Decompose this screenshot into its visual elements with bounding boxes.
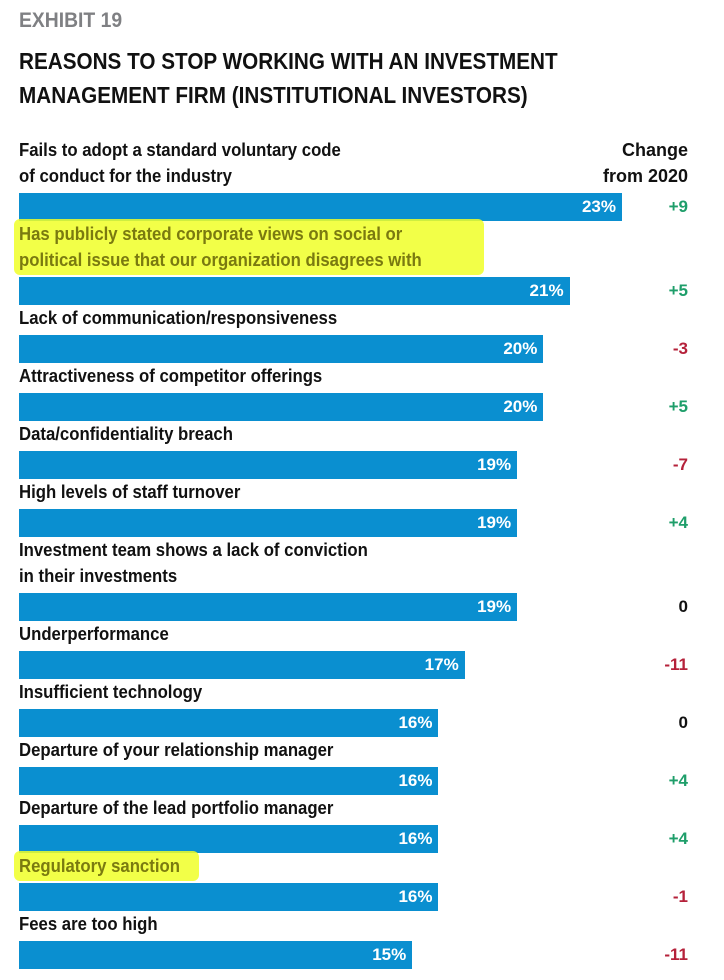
bar-value-label: 17% (424, 655, 459, 674)
change-value: 0 (678, 597, 688, 616)
bar-value-label: 19% (477, 597, 512, 616)
category-label: Data/confidentiality breach (19, 424, 233, 444)
bar-value-label: 21% (529, 281, 564, 300)
change-value: +5 (668, 281, 688, 300)
change-value: +4 (668, 513, 688, 532)
chart-title: REASONS TO STOP WORKING WITH AN INVESTME… (19, 44, 558, 112)
bar: 16% (19, 709, 439, 737)
bar-value-label: 16% (398, 771, 433, 790)
change-value: +4 (668, 771, 688, 790)
bar-value-label: 19% (477, 513, 512, 532)
bar-value-label: 20% (503, 339, 538, 358)
change-value: -11 (664, 655, 688, 674)
category-label: Departure of your relationship manager (19, 740, 334, 760)
bar-value-label: 19% (477, 455, 512, 474)
change-value: +4 (668, 829, 688, 848)
change-header-line-2: from 2020 (602, 166, 688, 186)
category-label: Insufficient technology (19, 682, 203, 702)
category-label: political issue that our organization di… (19, 250, 422, 270)
bar-value-label: 15% (372, 945, 407, 964)
category-label: Investment team shows a lack of convicti… (19, 540, 368, 560)
category-label: High levels of staff turnover (19, 482, 241, 502)
category-label: Has publicly stated corporate views on s… (19, 224, 403, 244)
bar: 17% (19, 651, 465, 679)
category-label: of conduct for the industry (19, 166, 232, 186)
bar-value-label: 16% (398, 713, 433, 732)
bar-value-label: 16% (398, 887, 433, 906)
bar: 21% (19, 277, 570, 305)
category-label: Departure of the lead portfolio manager (19, 798, 334, 818)
bar: 15% (19, 941, 413, 969)
change-value: -7 (672, 455, 688, 474)
bar: 16% (19, 883, 439, 911)
change-value: 0 (678, 713, 688, 732)
bar: 16% (19, 767, 439, 795)
bar: 20% (19, 393, 544, 421)
category-label: Regulatory sanction (19, 856, 180, 876)
title-line-1: REASONS TO STOP WORKING WITH AN INVESTME… (19, 48, 558, 74)
bar: 23% (19, 193, 622, 221)
category-label: Lack of communication/responsiveness (19, 308, 338, 328)
highlighter-mark (14, 851, 199, 881)
change-value: -3 (672, 339, 688, 358)
change-value: -1 (672, 887, 688, 906)
bar-value-label: 23% (581, 197, 616, 216)
title-line-2: MANAGEMENT FIRM (INSTITUTIONAL INVESTORS… (19, 82, 528, 108)
bar-value-label: 20% (503, 397, 538, 416)
bar: 20% (19, 335, 544, 363)
highlighter-mark (14, 219, 484, 275)
category-label: in their investments (19, 566, 178, 586)
bar: 19% (19, 593, 518, 621)
bar-value-label: 16% (398, 829, 433, 848)
change-value: -11 (664, 945, 688, 964)
change-header-line-1: Change (621, 140, 688, 160)
category-label: Fees are too high (19, 914, 158, 934)
category-label: Attractiveness of competitor offerings (19, 366, 323, 386)
bar: 16% (19, 825, 439, 853)
change-column-header: Change from 2020 (603, 137, 688, 189)
bar: 19% (19, 451, 518, 479)
category-label: Fails to adopt a standard voluntary code (19, 140, 341, 160)
change-value: +9 (668, 197, 688, 216)
exhibit-label: EXHIBIT 19 (19, 9, 123, 32)
category-label: Underperformance (19, 624, 169, 644)
change-value: +5 (668, 397, 688, 416)
bar: 19% (19, 509, 518, 537)
